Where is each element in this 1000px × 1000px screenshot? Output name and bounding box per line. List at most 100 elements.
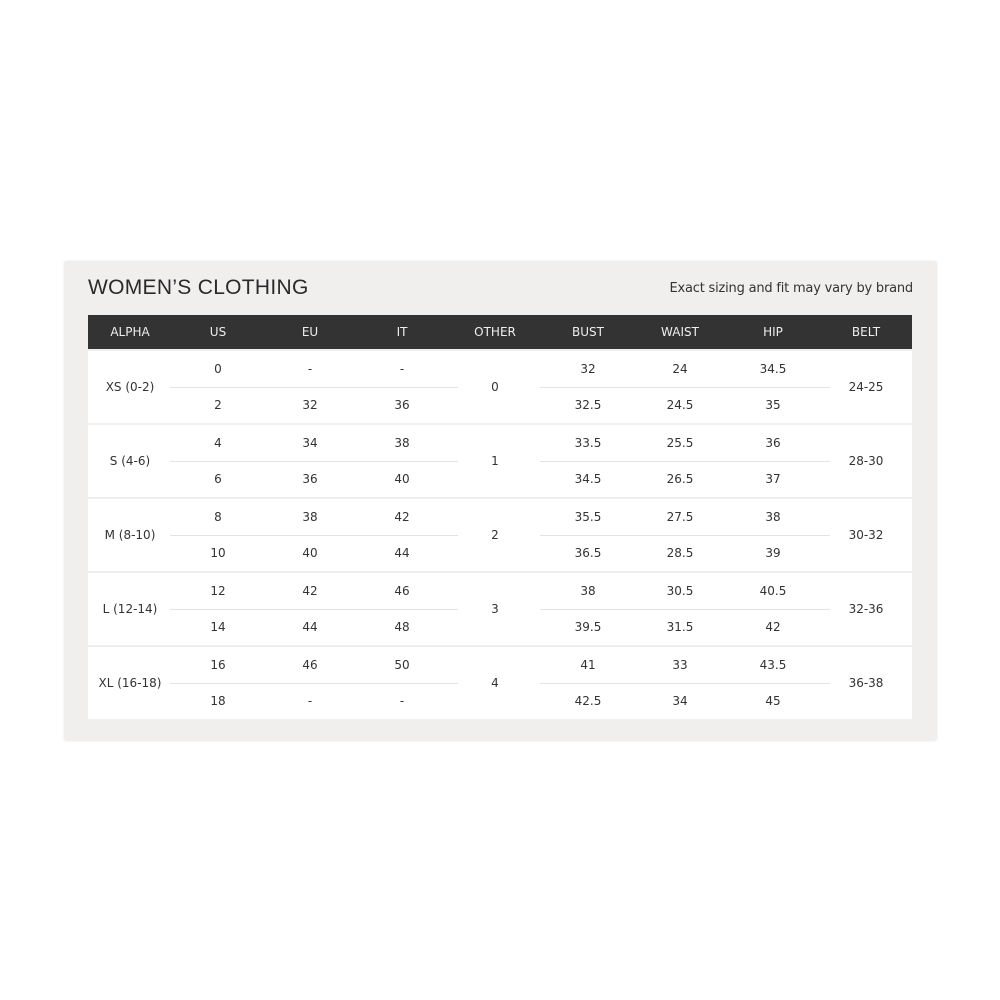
us-cell: 18	[210, 694, 226, 708]
bust-cell: 42.5	[574, 694, 602, 708]
hip-cell: 34.5	[759, 362, 787, 376]
column-header-waist: WAIST	[661, 325, 699, 339]
us-cell: 6	[214, 472, 222, 486]
other-cell: 4	[491, 676, 499, 690]
waist-cell: 26.5	[666, 472, 694, 486]
us-cell: 14	[210, 620, 226, 634]
waist-cell: 31.5	[666, 620, 694, 634]
chart-title: WOMEN’S CLOTHING	[88, 276, 309, 299]
column-header-alpha: ALPHA	[110, 325, 150, 339]
alpha-cell: M (8-10)	[104, 528, 156, 542]
belt-cell: 30-32	[848, 528, 884, 542]
hip-cell: 35	[765, 398, 781, 412]
row-divider	[170, 461, 458, 462]
size-chart-card: WOMEN’S CLOTHING Exact sizing and fit ma…	[65, 262, 936, 740]
us-cell: 16	[210, 658, 226, 672]
waist-cell: 24.5	[666, 398, 694, 412]
column-header-us: US	[209, 325, 227, 339]
bust-cell: 34.5	[574, 472, 602, 486]
it-cell: 44	[394, 546, 410, 560]
row-divider	[540, 535, 830, 536]
row-divider	[170, 683, 458, 684]
row-divider	[540, 461, 830, 462]
it-cell: 48	[394, 620, 410, 634]
other-cell: 3	[491, 602, 499, 616]
us-cell: 2	[214, 398, 222, 412]
other-cell: 1	[491, 454, 499, 468]
eu-cell: 34	[302, 436, 318, 450]
hip-cell: 45	[765, 694, 781, 708]
eu-cell: -	[307, 694, 313, 708]
hip-cell: 36	[765, 436, 781, 450]
hip-cell: 38	[765, 510, 781, 524]
us-cell: 4	[214, 436, 222, 450]
belt-cell: 28-30	[848, 454, 884, 468]
column-header-belt: BELT	[851, 325, 881, 339]
eu-cell: 36	[302, 472, 318, 486]
other-cell: 2	[491, 528, 499, 542]
belt-cell: 24-25	[848, 380, 884, 394]
alpha-cell: S (4-6)	[109, 454, 151, 468]
us-cell: 12	[210, 584, 226, 598]
hip-cell: 43.5	[759, 658, 787, 672]
hip-cell: 39	[765, 546, 781, 560]
bust-cell: 32	[580, 362, 596, 376]
table-header: ALPHA US EU IT OTHER BUST WAIST HIP BELT	[88, 315, 912, 349]
size-table: ALPHA US EU IT OTHER BUST WAIST HIP BELT XS (0-2…	[88, 315, 912, 719]
us-cell: 0	[214, 362, 222, 376]
eu-cell: 44	[302, 620, 318, 634]
alpha-cell: XL (16-18)	[98, 676, 162, 690]
it-cell: 46	[394, 584, 410, 598]
alpha-cell: L (12-14)	[102, 602, 158, 616]
hip-cell: 42	[765, 620, 781, 634]
eu-cell: 40	[302, 546, 318, 560]
size-group-row: XL (16-18) 4 36-38 16 46 50 41 33 43.5 18 - - 42.5 34…	[88, 647, 912, 719]
us-cell: 10	[210, 546, 226, 560]
it-cell: 42	[394, 510, 410, 524]
waist-cell: 34	[672, 694, 688, 708]
bust-cell: 36.5	[574, 546, 602, 560]
size-group-row: L (12-14) 3 32-36 12 42 46 38 30.5 40.5 14 44 48 39.…	[88, 573, 912, 645]
row-divider	[170, 609, 458, 610]
bust-cell: 38	[580, 584, 596, 598]
column-header-eu: EU	[301, 325, 319, 339]
eu-cell: 32	[302, 398, 318, 412]
bust-cell: 32.5	[574, 398, 602, 412]
eu-cell: 42	[302, 584, 318, 598]
size-group-row: XS (0-2) 0 24-25 0 - - 32 24 34.5 2 32 36 32.5 24.5 35	[88, 351, 912, 423]
us-cell: 8	[214, 510, 222, 524]
waist-cell: 30.5	[666, 584, 694, 598]
size-group-row: S (4-6) 1 28-30 4 34 38 33.5 25.5 36 6 36 40 34.5 26.…	[88, 425, 912, 497]
eu-cell: 38	[302, 510, 318, 524]
row-divider	[540, 683, 830, 684]
eu-cell: 46	[302, 658, 318, 672]
belt-cell: 36-38	[848, 676, 884, 690]
hip-cell: 40.5	[759, 584, 787, 598]
row-divider	[170, 535, 458, 536]
column-header-hip: HIP	[763, 325, 783, 339]
column-header-other: OTHER	[474, 325, 516, 339]
it-cell: 50	[394, 658, 410, 672]
waist-cell: 25.5	[666, 436, 694, 450]
size-group-row: M (8-10) 2 30-32 8 38 42 35.5 27.5 38 10 40 44 36.5 2…	[88, 499, 912, 571]
bust-cell: 33.5	[574, 436, 602, 450]
other-cell: 0	[491, 380, 499, 394]
sizing-note: Exact sizing and fit may vary by brand	[669, 281, 913, 296]
bust-cell: 41	[580, 658, 596, 672]
eu-cell: -	[307, 362, 313, 376]
row-divider	[540, 387, 830, 388]
hip-cell: 37	[765, 472, 781, 486]
row-divider	[170, 387, 458, 388]
waist-cell: 28.5	[666, 546, 694, 560]
column-header-it: IT	[396, 325, 408, 339]
it-cell: 38	[394, 436, 410, 450]
bust-cell: 39.5	[574, 620, 602, 634]
belt-cell: 32-36	[848, 602, 884, 616]
waist-cell: 27.5	[666, 510, 694, 524]
it-cell: -	[399, 694, 405, 708]
waist-cell: 33	[672, 658, 688, 672]
it-cell: 40	[394, 472, 410, 486]
it-cell: 36	[394, 398, 410, 412]
waist-cell: 24	[672, 362, 688, 376]
it-cell: -	[399, 362, 405, 376]
